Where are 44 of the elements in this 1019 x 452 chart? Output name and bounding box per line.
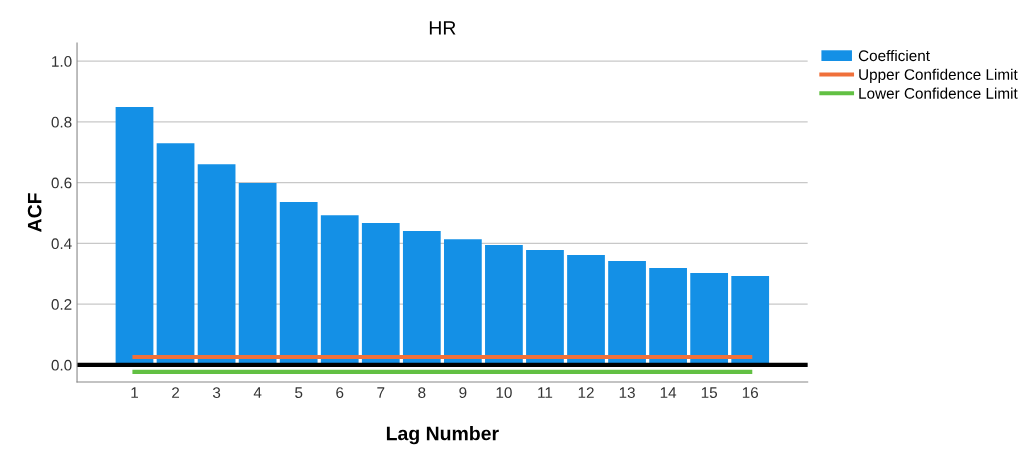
bar <box>649 268 687 365</box>
legend-label: Coefficient <box>858 49 930 62</box>
bar <box>731 275 770 365</box>
x-tick-label: 4 <box>253 387 262 398</box>
bar <box>115 107 154 365</box>
x-tick-label: 3 <box>212 387 221 399</box>
bar <box>526 250 564 365</box>
legend-label: Lower Confidence Limit <box>859 87 1018 99</box>
x-tick-label: 10 <box>496 387 512 399</box>
y-tick-label: 0.2 <box>51 299 72 310</box>
bar <box>485 244 523 365</box>
bar <box>608 261 646 365</box>
y-tick-label: 1.0 <box>52 56 72 67</box>
y-tick-label: 0.4 <box>51 238 72 250</box>
y-tick-label: 0.8 <box>51 116 72 128</box>
y-tick-label: 0.6 <box>51 177 72 189</box>
x-tick-label: 14 <box>660 387 677 398</box>
y-tick-label: 0.0 <box>51 359 72 371</box>
bar <box>690 272 729 365</box>
bar <box>279 202 318 365</box>
bar <box>156 143 195 365</box>
bar <box>443 239 482 365</box>
x-axis-title: Lag Number <box>386 426 499 445</box>
x-tick-label: 6 <box>336 387 344 399</box>
x-tick-label: 11 <box>538 387 553 398</box>
x-tick-label: 5 <box>295 387 303 399</box>
bar <box>402 230 441 365</box>
bar <box>567 254 605 365</box>
legend-label: Upper Confidence Limit <box>859 68 1018 83</box>
bar <box>361 223 400 365</box>
chart-title: HR <box>429 21 456 35</box>
x-tick-label: 9 <box>459 387 467 399</box>
y-axis-title: ACF <box>27 193 42 232</box>
x-tick-label: 2 <box>172 387 180 398</box>
x-tick-label: 12 <box>578 387 594 398</box>
x-tick-label: 13 <box>619 387 635 399</box>
bar <box>320 215 359 365</box>
x-tick-label: 15 <box>701 387 718 399</box>
x-tick-label: 7 <box>377 387 385 398</box>
x-tick-label: 8 <box>418 387 426 399</box>
bar <box>238 182 277 365</box>
bar <box>197 164 236 365</box>
x-tick-label: 1 <box>131 387 138 398</box>
x-tick-label: 16 <box>742 387 759 399</box>
